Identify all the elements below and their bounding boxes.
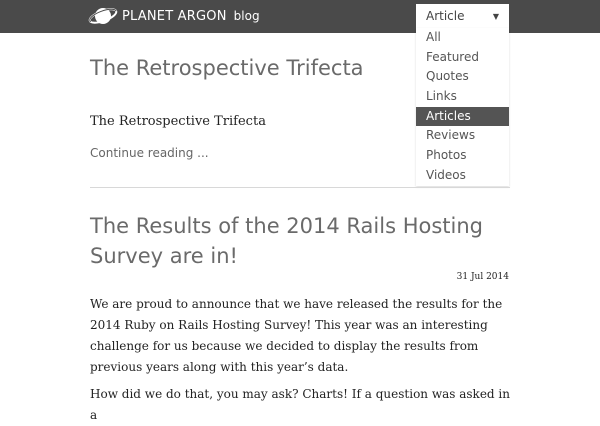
site-header: PLANET ARGON blog Article ▼ [0,0,600,33]
post-subtitle: The Retrospective Trifecta [90,114,266,129]
filter-selected-value: Article [426,9,465,23]
filter-option-links[interactable]: Links [426,89,457,104]
filter-option-featured[interactable]: Featured [426,49,479,64]
filter-option-quotes[interactable]: Quotes [426,69,469,84]
post-title[interactable]: The Results of the 2014 Rails Hosting Su… [90,214,483,268]
caret-down-icon: ▼ [492,11,499,21]
filter-option-reviews[interactable]: Reviews [426,128,476,143]
category-filter-select[interactable]: Article ▼ [416,4,509,28]
filter-option-articles[interactable]: Articles [416,106,509,127]
planet-icon [88,8,118,24]
filter-option-photos[interactable]: Photos [426,148,467,163]
filter-option-all[interactable]: All [426,30,441,44]
brand-sub: blog [233,9,260,23]
post-paragraph: How did we do that, you may ask? Charts!… [90,387,510,422]
post-title[interactable]: The Retrospective Trifecta [90,56,364,80]
filter-option-videos[interactable]: Videos [426,167,466,182]
category-filter-menu: All Featured Quotes Links Articles Revie… [416,28,509,186]
continue-reading-link[interactable]: Continue reading ... [90,146,209,160]
post-date: 31 Jul 2014 [456,272,509,282]
site-logo[interactable]: PLANET ARGON blog [88,3,260,29]
brand-name: PLANET ARGON [122,8,227,24]
post-divider [90,187,510,188]
post-paragraph: We are proud to announce that we have re… [90,297,503,374]
